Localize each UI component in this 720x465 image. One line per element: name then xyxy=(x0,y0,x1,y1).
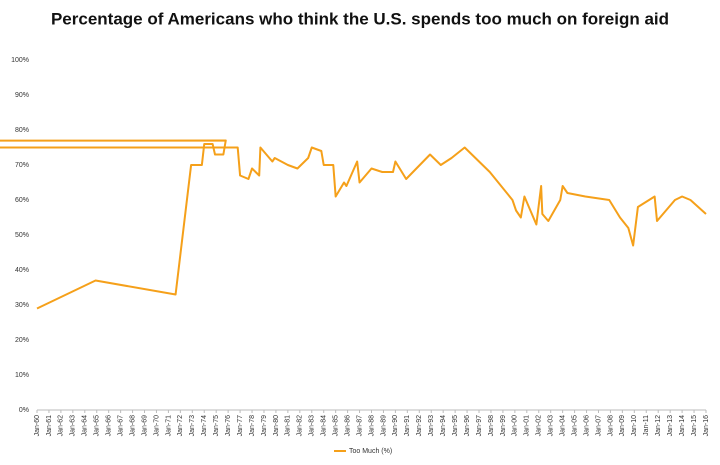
x-tick-label: Jan-00 xyxy=(512,415,519,437)
x-tick-label: Jan-68 xyxy=(129,415,136,437)
x-tick-label: Jan-09 xyxy=(619,415,626,437)
x-tick-label: Jan-76 xyxy=(225,415,232,437)
x-tick-label: Jan-61 xyxy=(46,415,53,437)
x-tick-label: Jan-77 xyxy=(237,415,244,437)
x-tick-label: Jan-64 xyxy=(82,415,89,437)
y-tick-label: 40% xyxy=(15,267,29,274)
y-tick-label: 20% xyxy=(15,337,29,344)
x-tick-label: Jan-72 xyxy=(177,415,184,437)
x-tick-label: Jan-79 xyxy=(261,415,268,437)
x-tick-label: Jan-91 xyxy=(404,415,411,437)
x-tick-label: Jan-02 xyxy=(536,415,543,437)
data-line xyxy=(0,139,707,310)
x-tick-label: Jan-67 xyxy=(117,415,124,437)
x-tick-label: Jan-03 xyxy=(548,415,555,437)
y-tick-label: 80% xyxy=(15,127,29,134)
y-tick-label: 100% xyxy=(11,57,29,64)
x-tick-label: Jan-71 xyxy=(165,415,172,437)
x-tick-label: Jan-65 xyxy=(94,415,101,437)
x-tick-label: Jan-04 xyxy=(559,415,566,437)
y-tick-label: 30% xyxy=(15,302,29,309)
x-tick-label: Jan-87 xyxy=(356,415,363,437)
x-tick-label: Jan-86 xyxy=(344,415,351,437)
x-tick-label: Jan-99 xyxy=(500,415,507,437)
x-tick-label: Jan-96 xyxy=(464,415,471,437)
x-tick-label: Jan-97 xyxy=(476,415,483,437)
x-tick-label: Jan-10 xyxy=(631,415,638,437)
x-tick-label: Jan-82 xyxy=(297,415,304,437)
x-tick-label: Jan-92 xyxy=(416,415,423,437)
x-tick-label: Jan-84 xyxy=(321,415,328,437)
x-tick-label: Jan-75 xyxy=(213,415,220,437)
x-tick-label: Jan-63 xyxy=(70,415,77,437)
x-tick-label: Jan-07 xyxy=(595,415,602,437)
x-tick-label: Jan-70 xyxy=(153,415,160,437)
x-tick-label: Jan-08 xyxy=(607,415,614,437)
x-tick-label: Jan-13 xyxy=(667,415,674,437)
x-tick-label: Jan-66 xyxy=(106,415,113,437)
x-tick-label: Jan-95 xyxy=(452,415,459,437)
x-tick-label: Jan-78 xyxy=(249,415,256,437)
x-tick-label: Jan-74 xyxy=(201,415,208,437)
x-tick-label: Jan-88 xyxy=(368,415,375,437)
x-tick-label: Jan-69 xyxy=(141,415,148,437)
x-tick-label: Jan-14 xyxy=(679,415,686,437)
x-tick-label: Jan-85 xyxy=(333,415,340,437)
x-tick-label: Jan-81 xyxy=(285,415,292,437)
x-tick-label: Jan-01 xyxy=(524,415,531,437)
x-tick-label: Jan-83 xyxy=(309,415,316,437)
x-tick-label: Jan-15 xyxy=(691,415,698,437)
x-tick-label: Jan-98 xyxy=(488,415,495,437)
x-tick-label: Jan-62 xyxy=(58,415,65,437)
x-tick-label: Jan-60 xyxy=(34,415,41,437)
x-tick-label: Jan-06 xyxy=(583,415,590,437)
x-tick-label: Jan-11 xyxy=(643,415,650,436)
x-tick-label: Jan-73 xyxy=(189,415,196,437)
x-tick-label: Jan-80 xyxy=(273,415,280,437)
x-tick-label: Jan-05 xyxy=(571,415,578,437)
x-tick-label: Jan-94 xyxy=(440,415,447,437)
y-tick-label: 60% xyxy=(15,197,29,204)
chart-title: Percentage of Americans who think the U.… xyxy=(51,9,669,28)
x-tick-label: Jan-90 xyxy=(392,415,399,437)
x-tick-label: Jan-16 xyxy=(703,415,710,437)
x-tick-label: Jan-93 xyxy=(428,415,435,437)
x-tick-label: Jan-89 xyxy=(380,415,387,437)
y-tick-label: 0% xyxy=(19,407,29,414)
y-tick-label: 90% xyxy=(15,92,29,99)
x-tick-label: Jan-12 xyxy=(655,415,662,437)
y-tick-label: 70% xyxy=(15,162,29,169)
y-tick-label: 10% xyxy=(15,372,29,379)
legend-label: Too Much (%) xyxy=(349,448,392,455)
y-tick-label: 50% xyxy=(15,232,29,239)
